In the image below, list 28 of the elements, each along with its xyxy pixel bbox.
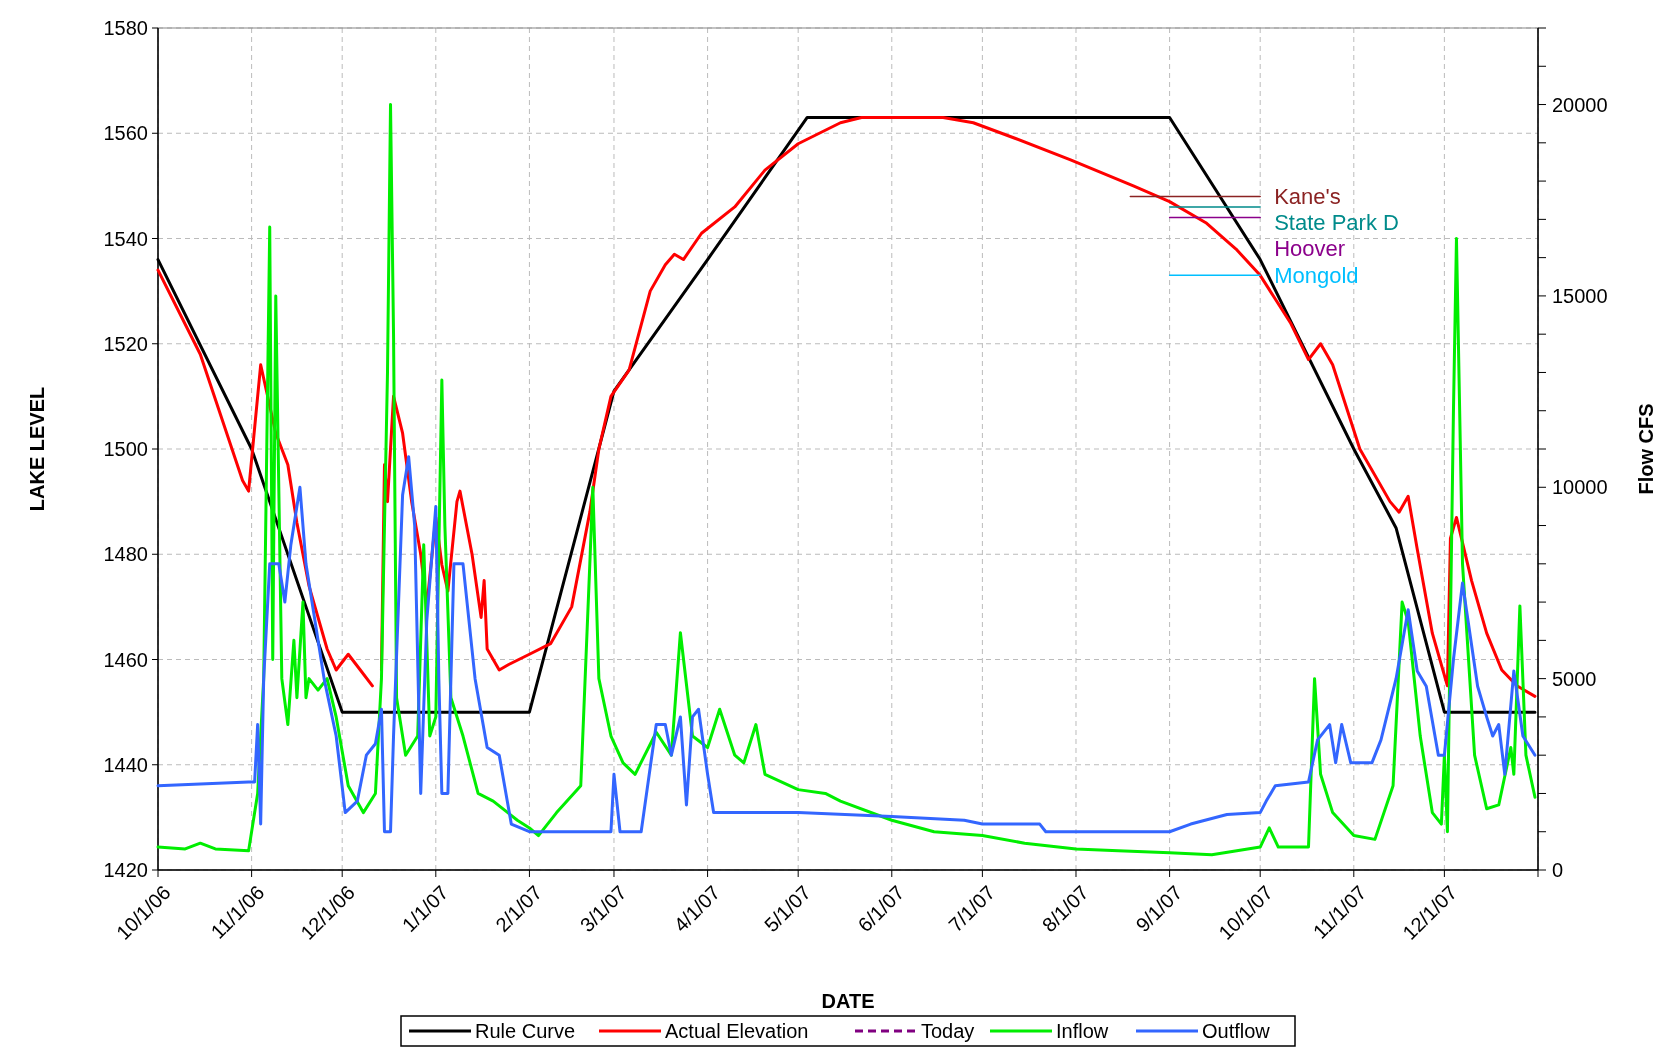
y2-tick-label: 5000 xyxy=(1552,667,1597,690)
y2-tick-label: 15000 xyxy=(1552,284,1608,307)
y2-tick-label: 10000 xyxy=(1552,476,1608,499)
series-label: Mongold xyxy=(1274,263,1359,289)
y2-tick-label: 20000 xyxy=(1552,93,1608,116)
y-tick-label: 1580 xyxy=(103,17,148,39)
legend-label: Actual Elevation xyxy=(665,1020,809,1042)
series-label: Hoover xyxy=(1274,236,1346,262)
y-tick-label: 1480 xyxy=(103,543,148,566)
y-tick-label: 1520 xyxy=(103,332,148,355)
y-tick-label: 1440 xyxy=(103,753,148,776)
line-series xyxy=(156,103,1537,857)
y-tick-label: 1460 xyxy=(103,648,148,671)
y-tick-label: 1500 xyxy=(103,438,148,460)
legend-label: Inflow xyxy=(1056,1020,1109,1042)
y-tick-label: 1420 xyxy=(103,859,148,881)
y-tick-label: 1540 xyxy=(103,227,148,250)
series-label: Kane's xyxy=(1274,184,1341,210)
line-series xyxy=(156,455,1537,834)
y-tick-label: 1560 xyxy=(103,122,148,145)
series-label: State Park D xyxy=(1274,210,1399,236)
legend-label: Rule Curve xyxy=(475,1020,576,1042)
y2-tick-label: 0 xyxy=(1552,859,1564,881)
legend-label: Today xyxy=(921,1020,975,1042)
y-axis-title: LAKE LEVEL xyxy=(26,386,48,512)
y2-axis-title: Flow CFS xyxy=(1635,403,1657,495)
x-axis-title: DATE xyxy=(821,990,875,1012)
legend-label: Outflow xyxy=(1202,1020,1271,1042)
